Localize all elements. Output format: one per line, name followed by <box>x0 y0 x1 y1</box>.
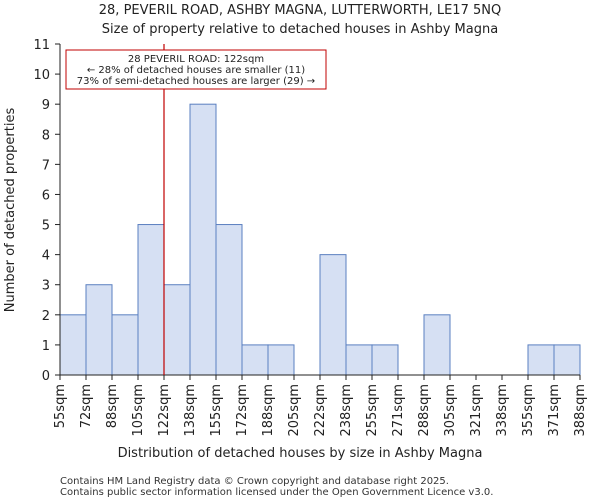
x-tick-label: 338sqm <box>495 384 510 437</box>
bar-355sqm <box>527 344 555 376</box>
y-tick-label: 11 <box>33 38 50 53</box>
x-tick-label: 72sqm <box>79 384 94 428</box>
y-tick-label: 9 <box>42 98 50 113</box>
annotation-box: 28 PEVERIL ROAD: 122sqm ← 28% of detache… <box>65 49 327 90</box>
y-tick-label: 7 <box>42 158 50 173</box>
bar-288sqm <box>423 314 451 376</box>
y-tick-label: 6 <box>42 188 50 203</box>
x-tick-label: 321sqm <box>469 384 484 437</box>
y-tick-label: 1 <box>42 339 50 354</box>
x-tick-label: 388sqm <box>573 384 588 437</box>
bar-155sqm <box>215 224 243 376</box>
chart-title-line2: Size of property relative to detached ho… <box>102 22 498 37</box>
y-tick-label: 4 <box>42 249 50 264</box>
bar-371sqm <box>553 344 581 376</box>
bar-72sqm <box>85 284 113 376</box>
bar-122sqm <box>163 284 191 376</box>
bars-group <box>59 103 581 376</box>
bar-88sqm <box>111 314 139 376</box>
footer-line2: Contains public sector information licen… <box>60 487 493 498</box>
bar-55sqm <box>59 314 87 376</box>
x-tick-label: 105sqm <box>131 384 146 437</box>
x-tick-label: 88sqm <box>105 384 120 428</box>
y-tick-label: 5 <box>42 219 50 234</box>
x-tick-label: 271sqm <box>391 384 406 437</box>
bar-172sqm <box>241 344 269 376</box>
chart-title-line1: 28, PEVERIL ROAD, ASHBY MAGNA, LUTTERWOR… <box>99 3 501 18</box>
x-tick-label: 305sqm <box>443 384 458 437</box>
y-tick-label: 0 <box>42 369 50 384</box>
x-axis-label: Distribution of detached houses by size … <box>118 446 483 461</box>
x-tick-label: 122sqm <box>157 384 172 437</box>
x-tick-label: 172sqm <box>235 384 250 437</box>
x-tick-label: 222sqm <box>313 384 328 437</box>
x-tick-label: 355sqm <box>521 384 536 437</box>
annotation-frame <box>65 49 327 90</box>
x-tick-label: 255sqm <box>365 384 380 437</box>
y-axis-label: Number of detached properties <box>3 108 18 313</box>
bar-255sqm <box>371 344 399 376</box>
annotation-line3: 73% of semi-detached houses are larger (… <box>77 76 315 87</box>
x-tick-label: 155sqm <box>209 384 224 437</box>
annotation-line2: ← 28% of detached houses are smaller (11… <box>87 65 305 76</box>
bar-138sqm <box>189 103 217 376</box>
x-tick-label: 188sqm <box>261 384 276 437</box>
x-tick-label: 138sqm <box>183 384 198 437</box>
bar-222sqm <box>319 254 347 376</box>
annotation-line1: 28 PEVERIL ROAD: 122sqm <box>128 54 264 65</box>
x-tick-label: 238sqm <box>339 384 354 437</box>
x-tick-label: 205sqm <box>287 384 302 437</box>
bar-105sqm <box>137 224 165 376</box>
footer-line1: Contains HM Land Registry data © Crown c… <box>60 476 449 487</box>
bar-238sqm <box>345 344 373 376</box>
y-axis-ticks: 0 1 2 3 4 5 6 7 8 9 10 11 <box>33 38 60 384</box>
y-tick-label: 2 <box>42 309 50 324</box>
bar-188sqm <box>267 344 295 376</box>
y-tick-label: 3 <box>42 279 50 294</box>
x-tick-label: 288sqm <box>417 384 432 437</box>
x-tick-label: 55sqm <box>53 384 68 428</box>
x-axis-ticks: 55sqm 72sqm 88sqm 105sqm 122sqm 138sqm 155sqm 1… <box>53 375 588 437</box>
x-tick-label: 371sqm <box>547 384 562 437</box>
y-tick-label: 10 <box>33 68 50 83</box>
y-tick-label: 8 <box>42 128 50 143</box>
